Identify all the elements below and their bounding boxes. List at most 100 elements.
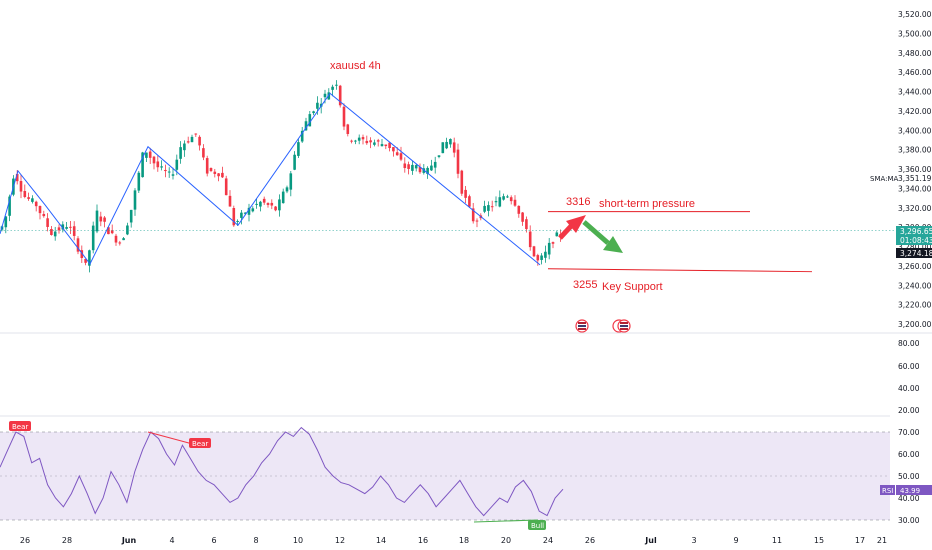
support-line[interactable] <box>547 268 813 273</box>
countdown-value: 01:08:43 <box>900 236 932 245</box>
candle-body <box>194 133 198 135</box>
candle-body <box>65 227 68 229</box>
candle-body <box>365 140 369 144</box>
time-tick-label: 4 <box>169 536 174 545</box>
time-tick-label: 12 <box>335 536 345 545</box>
candle-body <box>46 218 49 227</box>
candle-body <box>418 167 422 173</box>
candle-body <box>468 196 471 207</box>
candle-body <box>517 205 521 214</box>
candle-body <box>19 181 23 192</box>
sma-label: SMA:MA <box>870 175 899 183</box>
bull-divergence-line <box>473 519 539 523</box>
up-arrow-icon <box>558 215 586 240</box>
time-tick-label: 8 <box>253 536 258 545</box>
candle-body <box>475 220 479 222</box>
candle-body <box>31 198 34 202</box>
trend-lines[interactable] <box>0 92 541 266</box>
last-price-value: 3,296.65 <box>900 227 932 236</box>
price-tick-label: 3,480.00 <box>898 49 932 58</box>
candle-body <box>240 212 243 218</box>
time-tick-label: Jun <box>121 536 137 545</box>
candle-body <box>156 161 160 168</box>
candle-body <box>251 208 255 212</box>
candle-body <box>285 187 289 192</box>
candle-body <box>76 238 80 252</box>
candle-body <box>42 213 46 217</box>
candle-body <box>274 206 277 211</box>
rsi-tick-label: 50.00 <box>898 472 920 481</box>
time-tick-label: 18 <box>459 536 469 545</box>
candles <box>0 80 562 273</box>
candle-body <box>331 86 334 90</box>
candle-body <box>278 199 281 211</box>
candle-body <box>38 205 42 214</box>
candle-body <box>490 206 494 208</box>
candle-body <box>69 226 72 228</box>
candle-body <box>350 140 353 142</box>
resistance-value: 3316 <box>566 196 590 208</box>
candle-body <box>456 149 460 174</box>
candle-body <box>224 178 228 196</box>
candle-body <box>23 191 27 197</box>
time-axis[interactable]: 26 28 Jun 4 6 8 10 12 14 16 18 20 24 26 Jul 3 9 11 15 17 21 <box>20 536 887 545</box>
candle-body <box>15 173 19 182</box>
candle-body <box>555 232 559 237</box>
candle-body <box>487 205 490 211</box>
candle-body <box>411 164 414 171</box>
candle-body <box>129 209 133 223</box>
candle-body <box>61 224 65 230</box>
candle-body <box>186 141 190 143</box>
candle-body <box>338 85 342 106</box>
resistance-label: short-term pressure <box>599 198 695 210</box>
us-flag-icon[interactable] <box>612 319 631 333</box>
time-tick-label: 14 <box>376 536 386 545</box>
candle-body <box>494 201 498 203</box>
candle-body <box>373 142 376 145</box>
candle-body <box>483 205 486 212</box>
candle-body <box>532 246 536 257</box>
candle-body <box>72 226 76 236</box>
price-pane[interactable]: xauusd 4h 3316 short-term pressure 3255 … <box>0 60 896 333</box>
price-tick-label: 3,340.00 <box>898 184 932 193</box>
candle-body <box>205 158 209 174</box>
candle-body <box>262 198 266 203</box>
candle-body <box>148 151 152 158</box>
candle-body <box>414 165 418 169</box>
candle-body <box>34 201 38 207</box>
price-axis[interactable]: 3,200.00 3,220.00 3,240.00 3,260.00 3,280.00… <box>898 10 932 329</box>
candle-body <box>270 202 274 206</box>
time-tick-label: 11 <box>772 536 782 545</box>
candle-body <box>361 137 365 140</box>
time-tick-label: 3 <box>691 536 696 545</box>
time-tick-label: 17 <box>855 536 865 545</box>
candle-body <box>376 140 380 142</box>
sma-tag: 3,274.18 <box>896 248 932 258</box>
candle-body <box>57 227 61 231</box>
sma-value: 3,274.18 <box>900 249 932 258</box>
candle-body <box>80 250 84 258</box>
price-tick-label: 3,260.00 <box>898 262 932 271</box>
candle-body <box>441 142 445 154</box>
candle-body <box>464 189 467 198</box>
candle-body <box>354 140 357 142</box>
candle-body <box>167 171 171 173</box>
price-tick-label: 3,400.00 <box>898 126 932 135</box>
rsi-axis[interactable]: 30.00 40.00 50.00 60.00 70.00 <box>898 428 920 525</box>
upper-indicator-axis[interactable]: 80.00 60.00 40.00 20.00 <box>898 339 920 415</box>
time-tick-label: 9 <box>733 536 738 545</box>
time-tick-label: 6 <box>211 536 216 545</box>
candle-body <box>293 154 296 170</box>
support-label: Key Support <box>602 281 663 293</box>
time-tick-label: 16 <box>418 536 428 545</box>
candle-body <box>430 165 433 171</box>
bear-tag-label: Bear <box>192 440 208 448</box>
candle-body <box>403 163 407 168</box>
rsi-pane[interactable]: Bear Bear Bull <box>0 421 890 530</box>
price-tick-label: 3,320.00 <box>898 204 932 213</box>
candle-body <box>380 144 384 147</box>
chart-title: xauusd 4h <box>330 60 381 72</box>
trend-line <box>0 92 541 266</box>
us-flag-icon[interactable] <box>575 319 589 333</box>
candle-body <box>426 167 429 174</box>
